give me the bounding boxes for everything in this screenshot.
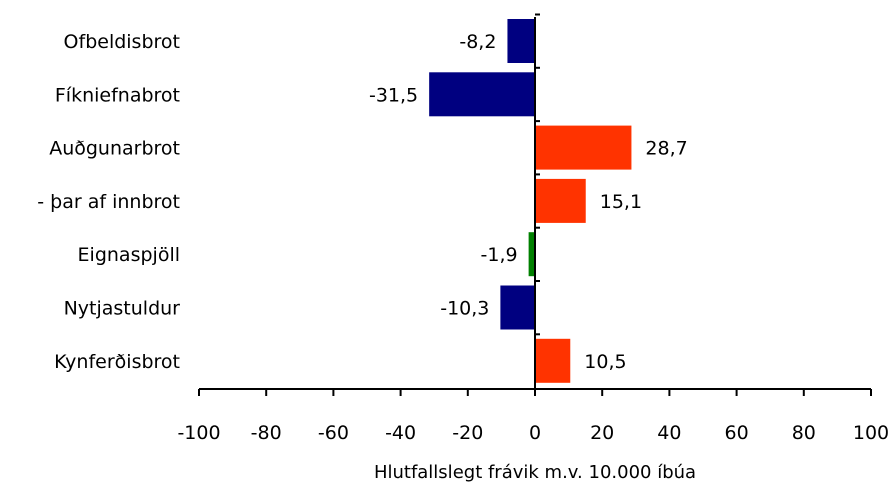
x-tick-label: -100	[177, 422, 220, 444]
bar-ar-af-innbrot	[535, 178, 586, 223]
category-label: Kynferðisbrot	[54, 351, 180, 373]
category-label: Ofbeldisbrot	[64, 31, 180, 53]
x-tick-label: 60	[725, 422, 749, 444]
x-axis-label: Hlutfallslegt frávik m.v. 10.000 íbúa	[374, 462, 696, 483]
category-label: Nytjastuldur	[64, 298, 181, 320]
bar-f-kniefnabrot	[429, 72, 535, 117]
bar-ofbeldisbrot	[507, 19, 535, 63]
category-label: Fíkniefnabrot	[55, 84, 180, 106]
x-tick-label: -40	[385, 422, 416, 444]
value-label: 10,5	[584, 351, 626, 373]
x-tick-label: 100	[853, 422, 889, 444]
value-label: -10,3	[440, 298, 489, 320]
axes-layer	[198, 13, 872, 396]
labels-layer: Ofbeldisbrot -8,2 Fíkniefnabrot -31,5 Auðgun…	[37, 31, 889, 444]
x-tick-label: -80	[251, 422, 282, 444]
x-tick-label: 40	[657, 422, 681, 444]
bar-au-gunarbrot	[535, 125, 632, 170]
bar-nytjastuldur	[500, 285, 535, 330]
category-label: Eignaspjöll	[78, 244, 180, 266]
category-label: - þar af innbrot	[37, 191, 180, 213]
value-label: 28,7	[645, 138, 687, 160]
bar-kynfer-isbrot	[535, 338, 571, 383]
bars-layer	[429, 19, 632, 383]
value-label: 15,1	[600, 191, 642, 213]
value-label: -1,9	[481, 244, 518, 266]
value-label: -31,5	[369, 84, 418, 106]
x-tick-label: 20	[590, 422, 614, 444]
x-tick-label: 0	[529, 422, 541, 444]
bar-eignaspj-ll	[528, 232, 535, 277]
x-tick-label: -20	[452, 422, 483, 444]
value-label: -8,2	[459, 31, 496, 53]
x-tick-label: -60	[318, 422, 349, 444]
category-label: Auðgunarbrot	[49, 138, 180, 160]
x-tick-label: 80	[792, 422, 816, 444]
